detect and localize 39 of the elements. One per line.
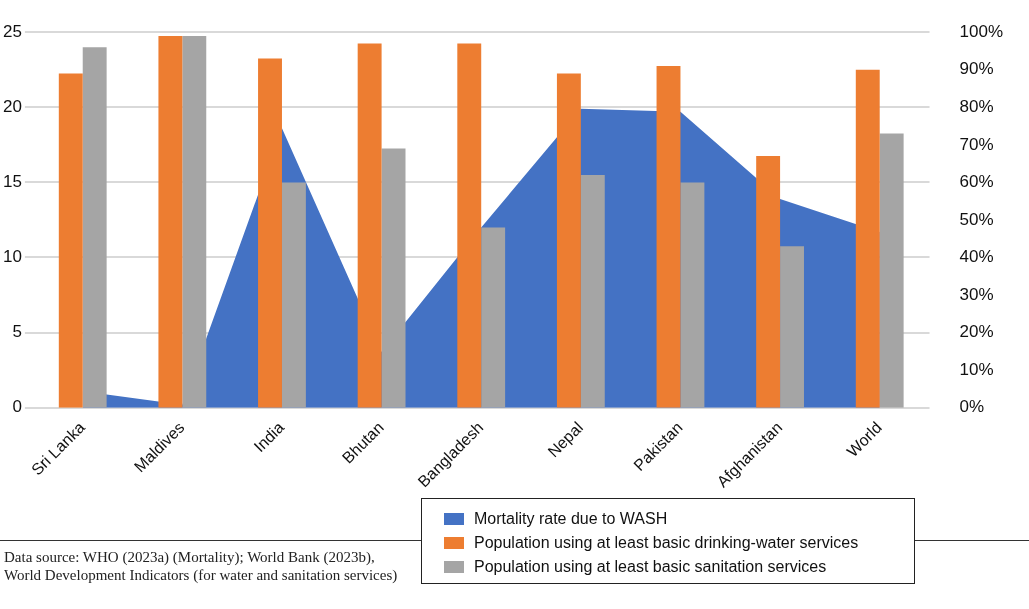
bar	[82, 47, 107, 408]
y-tick-label: 25	[2, 21, 22, 41]
bar	[357, 43, 382, 408]
bar	[158, 35, 183, 408]
y-tick-label: 10	[2, 247, 22, 267]
bar	[780, 246, 804, 408]
y2-tick-label: 90%	[959, 59, 994, 79]
y2-tick-label: 80%	[959, 96, 994, 116]
bar	[58, 73, 83, 408]
y2-tick-label: 0%	[959, 397, 985, 417]
y2-tick-label: 70%	[959, 134, 994, 154]
legend-label: Mortality rate due to WASH	[474, 510, 668, 528]
y-tick-label: 0	[12, 397, 22, 417]
y2-tick-label: 50%	[959, 209, 994, 229]
source-note: Data source: WHO (2023a) (Mortality); World Bank (2023b), World Development Indicators (for water and sanitation services)	[4, 548, 399, 584]
bar	[258, 58, 282, 408]
bar	[855, 69, 880, 408]
y2-tick-label: 60%	[959, 172, 994, 192]
y2-tick-label: 20%	[959, 322, 994, 342]
bar	[656, 65, 681, 408]
bar	[879, 133, 904, 408]
legend-label: Population using at least basic drinking-water services	[474, 534, 859, 552]
bar	[580, 174, 605, 408]
bar	[680, 182, 705, 408]
bar	[481, 227, 506, 408]
bar	[281, 182, 306, 408]
y2-tick-label: 100%	[959, 21, 1003, 41]
y2-tick-label: 30%	[959, 284, 994, 304]
bar	[381, 148, 406, 408]
bar	[182, 35, 207, 408]
bar	[457, 43, 482, 408]
y2-tick-label: 40%	[959, 247, 994, 267]
legend-label: Population using at least basic sanitation services	[474, 558, 827, 576]
bar	[756, 156, 781, 408]
y-tick-label: 5	[12, 322, 22, 342]
bar	[556, 73, 581, 408]
y2-tick-label: 10%	[959, 359, 994, 379]
y-tick-label: 15	[2, 172, 22, 192]
y-tick-label: 20	[2, 96, 22, 116]
